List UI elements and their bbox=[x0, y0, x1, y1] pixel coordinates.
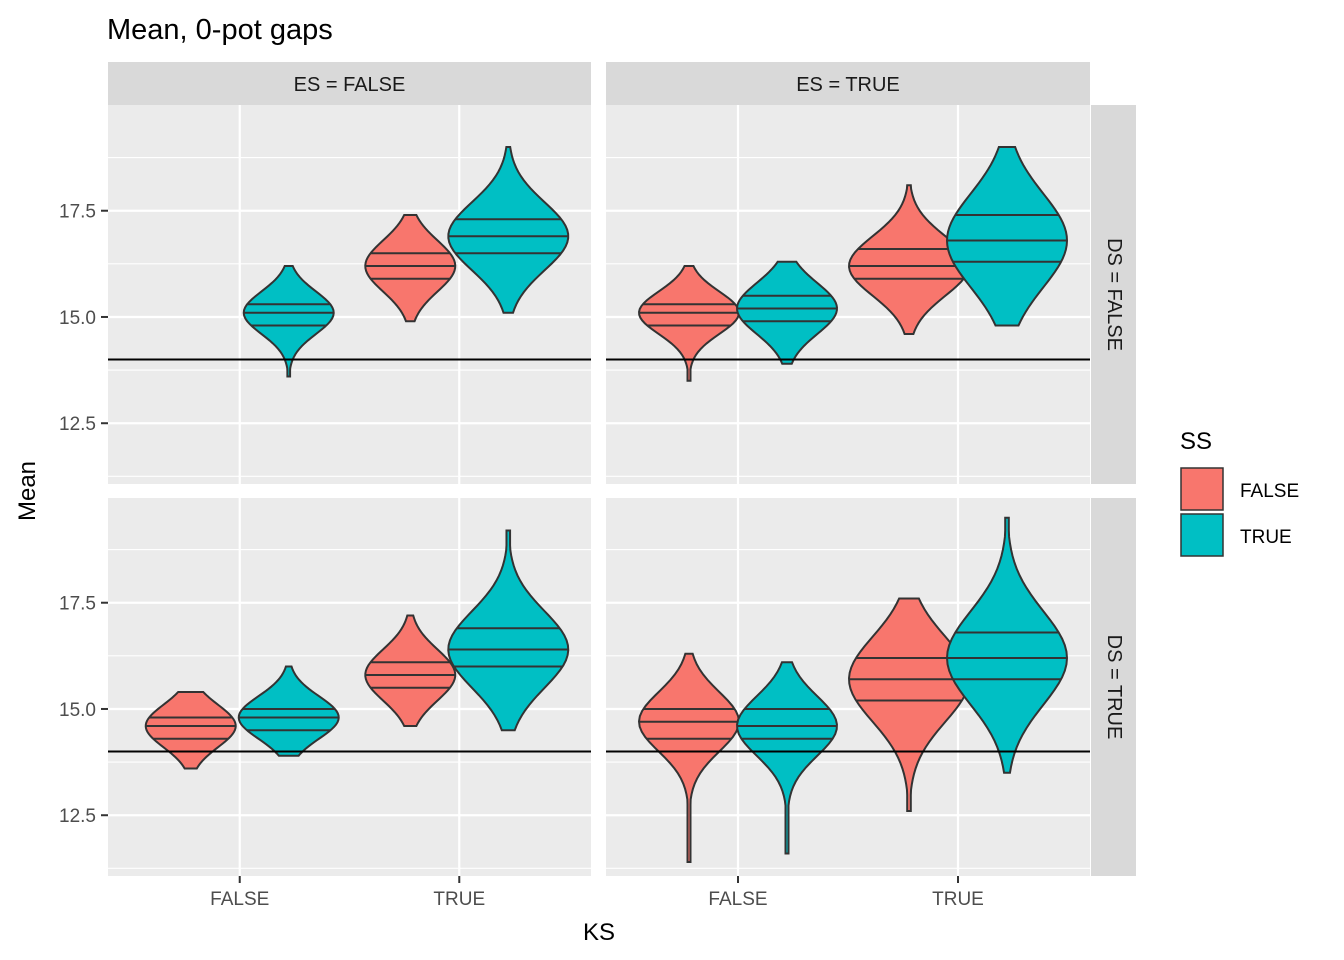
violin-body bbox=[945, 145, 1069, 327]
violin-body bbox=[637, 652, 741, 863]
legend-label-true: TRUE bbox=[1240, 527, 1292, 548]
x-tick-label: FALSE bbox=[210, 889, 269, 910]
x-tick-label: TRUE bbox=[433, 889, 485, 910]
y-tick-label: 15.0 bbox=[59, 700, 96, 721]
facet-strip-row-0 bbox=[1091, 105, 1136, 484]
violin-false-ss-true bbox=[237, 665, 340, 757]
plot-title: Mean, 0-pot gaps bbox=[107, 14, 333, 46]
violin-body bbox=[242, 264, 335, 378]
violin-body bbox=[447, 145, 570, 314]
panels-layer: ES = FALSE ES = TRUE DS = FALSE DS = TRUE 12… bbox=[59, 62, 1136, 910]
violin-body bbox=[848, 597, 970, 812]
legend: SS FALSE TRUE bbox=[1180, 428, 1299, 557]
facet-strip-row-label-1: DS = TRUE bbox=[1103, 635, 1125, 740]
y-tick-label: 12.5 bbox=[59, 414, 96, 435]
violin-true-ss-false bbox=[364, 213, 457, 323]
facet-strip-col-0 bbox=[108, 62, 591, 105]
violin-body bbox=[237, 665, 340, 757]
violin-body bbox=[848, 184, 970, 335]
facet-strip-row-label-0: DS = FALSE bbox=[1103, 238, 1125, 351]
violin-true-ss-false bbox=[364, 614, 457, 727]
x-axis-title: KS bbox=[583, 919, 615, 946]
legend-title: SS bbox=[1180, 428, 1212, 455]
violin-body bbox=[736, 661, 838, 855]
legend-key-true-swatch bbox=[1180, 513, 1224, 557]
violin-true-ss-false bbox=[848, 184, 970, 335]
violin-true-ss-true bbox=[945, 145, 1069, 327]
violin-false-ss-false bbox=[637, 652, 741, 863]
violin-false-ss-false bbox=[638, 264, 740, 382]
x-tick-label: FALSE bbox=[708, 889, 767, 910]
facet-strip-row-1 bbox=[1091, 498, 1136, 876]
facet-strip-col-label-0: ES = FALSE bbox=[294, 74, 406, 96]
y-tick-label: 17.5 bbox=[59, 594, 96, 615]
violin-false-ss-true bbox=[736, 661, 838, 855]
y-tick-label: 12.5 bbox=[59, 806, 96, 827]
violin-body bbox=[736, 260, 838, 365]
violin-body bbox=[638, 264, 740, 382]
violin-false-ss-true bbox=[736, 260, 838, 365]
violin-false-ss-true bbox=[242, 264, 335, 378]
legend-label-false: FALSE bbox=[1240, 481, 1299, 502]
violin-true-ss-true bbox=[447, 529, 570, 732]
x-tick-label: TRUE bbox=[932, 889, 984, 910]
violin-body bbox=[144, 690, 237, 770]
violin-true-ss-true bbox=[945, 516, 1069, 774]
facet-strip-col-label-1: ES = TRUE bbox=[796, 74, 900, 96]
y-tick-label: 17.5 bbox=[59, 202, 96, 223]
violin-body bbox=[945, 516, 1069, 774]
violin-true-ss-true bbox=[447, 145, 570, 314]
facet-strip-col-1 bbox=[606, 62, 1090, 105]
violin-false-ss-false bbox=[144, 690, 237, 770]
y-tick-label: 15.0 bbox=[59, 308, 96, 329]
violin-body bbox=[364, 213, 457, 323]
y-axis-title: Mean bbox=[14, 461, 41, 521]
violin-true-ss-false bbox=[848, 597, 970, 812]
legend-key-false-swatch bbox=[1180, 467, 1224, 511]
